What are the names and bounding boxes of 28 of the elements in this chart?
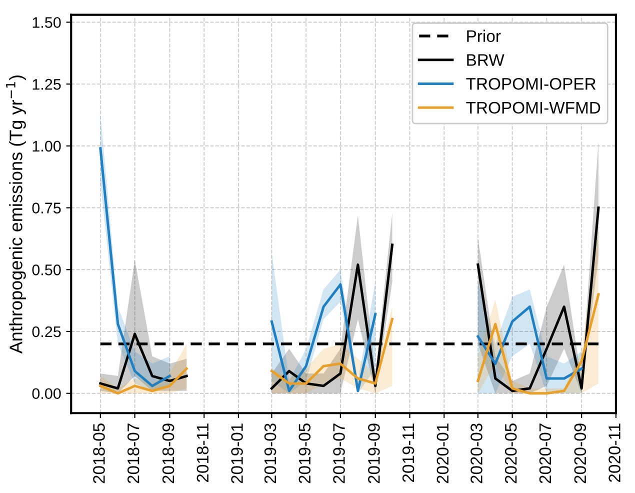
x-tick-label: 2019-07 (333, 424, 345, 484)
legend-label: BRW (467, 54, 504, 66)
legend-label: TROPOMI-WFMD (466, 102, 600, 114)
x-tick-label: 2020-05 (504, 424, 517, 484)
x-tick-label: 2020-07 (539, 424, 552, 484)
x-tick-label: 2019-01 (231, 424, 243, 484)
x-tick-label: 2020-09 (574, 424, 586, 484)
y-tick-label: 1.25 (32, 78, 61, 90)
y-axis-title: Anthropogenic emissions (Tg yr$^{−1}$) (6, 76, 26, 354)
y-tick-label: 0.50 (32, 264, 61, 276)
x-tick-label: 2019-03 (264, 424, 276, 484)
y-tick-label: 1.50 (32, 17, 61, 28)
y-tick-label: 1.00 (32, 140, 61, 152)
x-tick-label: 2019-11 (402, 424, 414, 482)
x-tick-label: 2020-11 (608, 424, 620, 482)
x-tick-label: 2018-05 (93, 424, 105, 484)
x-tick-label: 2020-01 (436, 424, 449, 484)
x-tick-label: 2018-11 (196, 424, 209, 482)
x-tick-label: 2019-05 (298, 424, 311, 484)
x-tick-label: 2018-09 (162, 424, 174, 484)
y-tick-label: 0.75 (32, 202, 61, 214)
legend-label: Prior (467, 30, 501, 42)
x-tick-label: 2019-09 (368, 424, 380, 484)
y-tick-label: 0.25 (32, 326, 61, 338)
legend-label: TROPOMI-OPER (466, 78, 596, 90)
x-tick-label: 2020-03 (470, 424, 482, 484)
y-tick-label: 0.00 (32, 388, 61, 400)
x-tick-label: 2018-07 (127, 424, 140, 484)
